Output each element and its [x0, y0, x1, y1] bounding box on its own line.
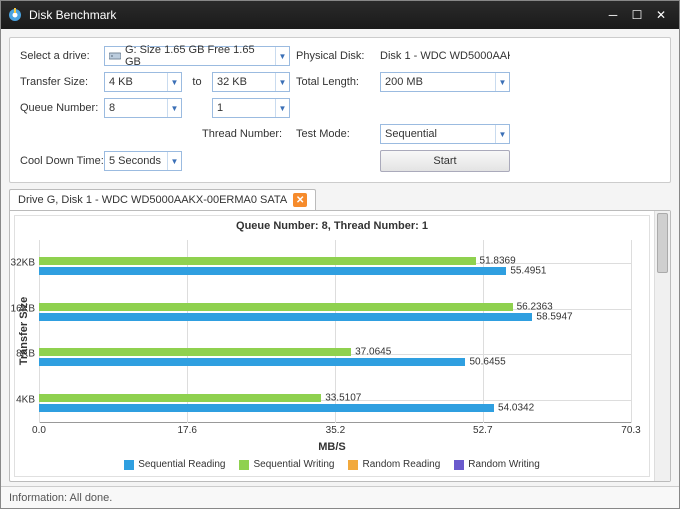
legend: Sequential Reading Sequential Writing Rand… — [15, 457, 649, 476]
chevron-down-icon: ▼ — [275, 47, 289, 65]
legend-swatch — [454, 460, 464, 470]
minimize-button[interactable]: ─ — [601, 5, 625, 25]
chevron-down-icon: ▼ — [495, 125, 509, 143]
chart-panel: Queue Number: 8, Thread Number: 1 Transf… — [9, 210, 671, 482]
label-thread-number2: Thread Number: — [202, 128, 282, 140]
window-title: Disk Benchmark — [29, 8, 601, 22]
label-total-length: Total Length: — [296, 76, 374, 88]
legend-item: Random Reading — [348, 459, 440, 470]
bar-sequential-reading — [39, 267, 506, 275]
legend-label: Random Reading — [362, 459, 440, 470]
bar-value-label: 55.4951 — [506, 265, 546, 276]
chevron-down-icon: ▼ — [275, 73, 289, 91]
chevron-down-icon: ▼ — [275, 99, 289, 117]
bar-value-label: 33.5107 — [321, 393, 361, 404]
y-tick-label: 4KB — [16, 395, 39, 406]
tab-close-button[interactable]: ✕ — [293, 193, 307, 207]
label-to: to — [188, 76, 206, 88]
content-area: Select a drive: G: Size 1.65 GB Free 1.6… — [1, 29, 679, 508]
chevron-down-icon: ▼ — [167, 73, 181, 91]
cool-down-select[interactable]: 5 Seconds▼ — [104, 151, 182, 171]
label-test-mode: Test Mode: — [296, 128, 374, 140]
label-physical-disk: Physical Disk: — [296, 50, 374, 62]
status-bar: Information: All done. — [1, 486, 679, 508]
transfer-to-select[interactable]: 32 KB▼ — [212, 72, 290, 92]
chevron-down-icon: ▼ — [167, 152, 181, 170]
chart-inner: Queue Number: 8, Thread Number: 1 Transf… — [14, 215, 650, 477]
bar-sequential-reading — [39, 313, 532, 321]
hdd-icon — [109, 51, 121, 61]
scrollbar-thumb[interactable] — [657, 213, 668, 273]
x-tick-label: 35.2 — [326, 423, 345, 436]
legend-item: Sequential Writing — [239, 459, 334, 470]
y-tick-label: 32KB — [11, 257, 39, 268]
legend-swatch — [348, 460, 358, 470]
transfer-from-select[interactable]: 4 KB▼ — [104, 72, 182, 92]
thread-number-select[interactable]: 1▼ — [212, 98, 290, 118]
maximize-button[interactable]: ☐ — [625, 5, 649, 25]
app-window: Disk Benchmark ─ ☐ ✕ Select a drive: G: … — [0, 0, 680, 509]
bar-sequential-writing — [39, 394, 321, 402]
x-tick-label: 70.3 — [621, 423, 640, 436]
total-length-select[interactable]: 200 MB▼ — [380, 72, 510, 92]
gridline-vertical — [631, 240, 632, 423]
start-button[interactable]: Start — [380, 150, 510, 172]
tab-label: Drive G, Disk 1 - WDC WD5000AAKX-00ERMA0… — [18, 194, 287, 206]
bar-value-label: 50.6455 — [465, 357, 505, 368]
bar-value-label: 54.0342 — [494, 403, 534, 414]
tab-result[interactable]: Drive G, Disk 1 - WDC WD5000AAKX-00ERMA0… — [9, 189, 316, 210]
bar-sequential-reading — [39, 404, 494, 412]
legend-swatch — [124, 460, 134, 470]
legend-item: Random Writing — [454, 459, 540, 470]
drive-select[interactable]: G: Size 1.65 GB Free 1.65 GB ▼ — [104, 46, 290, 66]
physical-disk-value: Disk 1 - WDC WD5000AAKX-00ERMA0 SATA — [380, 50, 510, 62]
bar-sequential-writing — [39, 257, 476, 265]
legend-label: Random Writing — [468, 459, 540, 470]
label-cool-down: Cool Down Time: — [20, 155, 98, 167]
legend-item: Sequential Reading — [124, 459, 225, 470]
y-tick-label: 16KB — [11, 303, 39, 314]
x-tick-label: 0.0 — [32, 423, 46, 436]
label-drive: Select a drive: — [20, 50, 98, 62]
plot-area: 0.017.635.252.770.332KB51.836955.495116K… — [39, 240, 631, 423]
titlebar: Disk Benchmark ─ ☐ ✕ — [1, 1, 679, 29]
legend-swatch — [239, 460, 249, 470]
label-queue-number: Queue Number: — [20, 102, 98, 114]
settings-panel: Select a drive: G: Size 1.65 GB Free 1.6… — [9, 37, 671, 183]
chart-title: Queue Number: 8, Thread Number: 1 — [15, 216, 649, 234]
vertical-scrollbar[interactable] — [654, 211, 670, 481]
bar-value-label: 37.0645 — [351, 347, 391, 358]
chevron-down-icon: ▼ — [495, 73, 509, 91]
status-text: Information: All done. — [9, 492, 112, 504]
tab-host: Drive G, Disk 1 - WDC WD5000AAKX-00ERMA0… — [9, 189, 671, 482]
test-mode-select[interactable]: Sequential▼ — [380, 124, 510, 144]
bar-sequential-reading — [39, 358, 465, 366]
x-tick-label: 17.6 — [177, 423, 196, 436]
queue-number-select[interactable]: 8▼ — [104, 98, 182, 118]
chevron-down-icon: ▼ — [167, 99, 181, 117]
y-tick-label: 8KB — [16, 349, 39, 360]
legend-label: Sequential Writing — [253, 459, 334, 470]
app-icon — [7, 7, 23, 23]
legend-label: Sequential Reading — [138, 459, 225, 470]
bar-sequential-writing — [39, 303, 513, 311]
tab-strip: Drive G, Disk 1 - WDC WD5000AAKX-00ERMA0… — [9, 189, 671, 210]
bar-sequential-writing — [39, 348, 351, 356]
x-tick-label: 52.7 — [473, 423, 492, 436]
close-button[interactable]: ✕ — [649, 5, 673, 25]
bar-value-label: 58.5947 — [532, 311, 572, 322]
label-transfer-size: Transfer Size: — [20, 76, 98, 88]
